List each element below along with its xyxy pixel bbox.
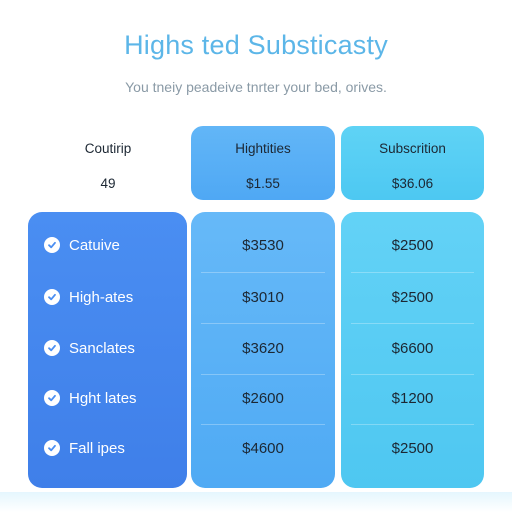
feature-label: Hght lates xyxy=(69,389,137,407)
plan-name: Subscrition xyxy=(379,141,446,156)
price-cell: $2500 xyxy=(391,237,434,254)
price-cell: $2500 xyxy=(391,440,434,457)
check-icon xyxy=(44,340,60,356)
features-column: Catuive High-ates Sanclates Hght lates F… xyxy=(28,212,187,488)
plan-header-basic[interactable]: Coutirip 49 xyxy=(30,126,186,200)
row-divider xyxy=(351,424,474,425)
row-divider xyxy=(351,374,474,375)
plan-header-subscription[interactable]: Subscrition $36.06 xyxy=(341,126,484,200)
plan-header-highlights[interactable]: Hightities $1.55 xyxy=(191,126,335,200)
price-cell: $3620 xyxy=(242,340,284,357)
feature-row: Catuive xyxy=(44,235,120,255)
row-divider xyxy=(201,424,325,425)
feature-row: Hght lates xyxy=(44,388,137,408)
plan-price: $36.06 xyxy=(391,176,434,191)
row-divider xyxy=(201,272,325,273)
price-cell: $3010 xyxy=(242,289,284,306)
page-title: Highs ted Substicasty xyxy=(124,30,388,60)
row-divider xyxy=(201,323,325,324)
feature-row: Fall ipes xyxy=(44,438,125,458)
plan-price: $1.55 xyxy=(246,176,280,191)
row-divider xyxy=(351,272,474,273)
plan-name: Coutirip xyxy=(84,141,132,156)
bottom-fade xyxy=(0,492,512,512)
check-icon xyxy=(44,390,60,406)
check-icon xyxy=(44,440,60,456)
price-cell: $3530 xyxy=(242,237,284,254)
check-icon xyxy=(44,237,60,253)
feature-label: Fall ipes xyxy=(69,439,125,457)
price-cell: $1200 xyxy=(391,390,434,407)
page-subtitle: You tneiy peadeive tnrter your bed, oriv… xyxy=(125,79,387,95)
feature-label: High-ates xyxy=(69,288,134,306)
price-cell: $2500 xyxy=(391,289,434,306)
feature-row: Sanclates xyxy=(44,338,135,358)
price-cell: $6600 xyxy=(391,340,434,357)
plan-column-highlights[interactable]: $3530 $3010 $3620 $2600 $4600 xyxy=(191,212,335,488)
feature-row: High-ates xyxy=(44,287,133,307)
plan-column-subscription[interactable]: $2500 $2500 $6600 $1200 $2500 xyxy=(341,212,484,488)
feature-label: Catuive xyxy=(69,236,120,254)
row-divider xyxy=(351,323,474,324)
plan-price: 49 xyxy=(100,176,116,191)
price-cell: $4600 xyxy=(242,440,284,457)
feature-label: Sanclates xyxy=(69,339,135,357)
plan-name: Hightities xyxy=(235,141,291,156)
price-cell: $2600 xyxy=(242,390,284,407)
check-icon xyxy=(44,289,60,305)
row-divider xyxy=(201,374,325,375)
